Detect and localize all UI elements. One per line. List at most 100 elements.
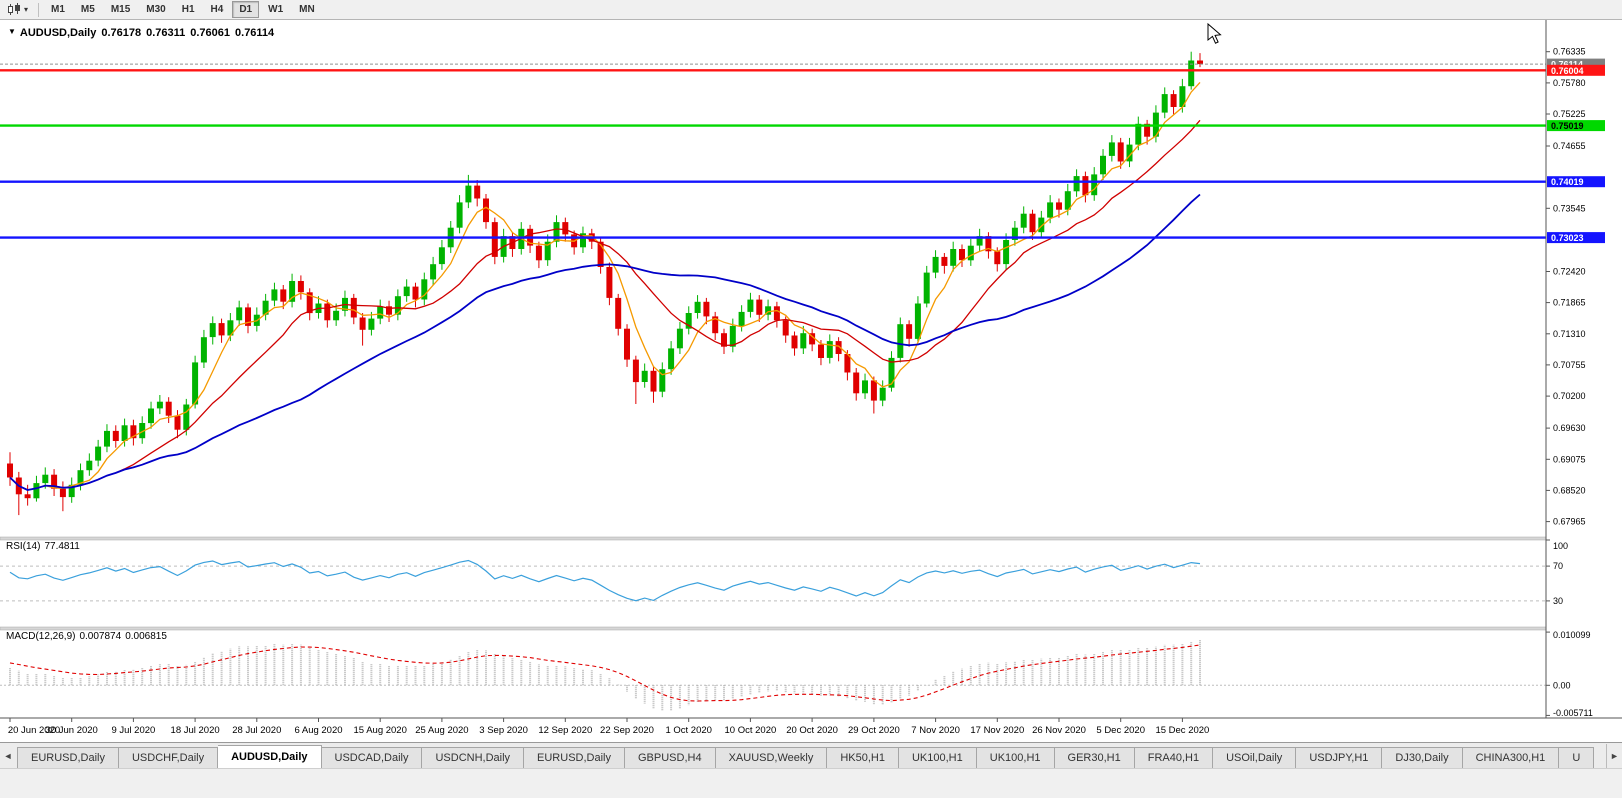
chart-tab-fra40-h1[interactable]: FRA40,H1 bbox=[1134, 747, 1214, 769]
symbol-timeframe-label: AUDUSD,Daily bbox=[19, 27, 97, 39]
candle-up bbox=[879, 387, 886, 401]
chart-tab-hk50-h1[interactable]: HK50,H1 bbox=[827, 747, 899, 769]
date-label: 29 Oct 2020 bbox=[848, 725, 900, 736]
price-axis[interactable] bbox=[1546, 20, 1622, 718]
candle-down bbox=[59, 488, 66, 498]
price-badge-label: 0.73023 bbox=[1551, 233, 1584, 243]
price-badge-support-line bbox=[1547, 176, 1605, 188]
candle-up bbox=[192, 362, 199, 405]
date-label: 12 Sep 2020 bbox=[538, 725, 592, 736]
chart-selector-button[interactable]: ▾ bbox=[4, 2, 31, 17]
candle-down bbox=[615, 297, 622, 329]
date-label: 22 Sep 2020 bbox=[600, 725, 654, 736]
timeframe-button-m15[interactable]: M15 bbox=[110, 4, 131, 15]
candle-up bbox=[1091, 174, 1098, 196]
chart-canvas[interactable]: 0.76335 0.75780 0.75225 0.74655 0.73545 0.724… bbox=[0, 20, 1622, 742]
candle-down bbox=[721, 333, 727, 347]
timeframe-button-m30[interactable]: M30 bbox=[146, 4, 166, 15]
price-tick-label: 0.71310 bbox=[1553, 329, 1586, 339]
candle-up bbox=[676, 328, 683, 349]
candle-up bbox=[1108, 142, 1115, 156]
candle-down bbox=[712, 316, 719, 334]
chart-tab-dj30-daily[interactable]: DJ30,Daily bbox=[1382, 747, 1463, 769]
timeframe-button-d1[interactable]: D1 bbox=[232, 1, 260, 18]
ma-fast-line bbox=[9, 81, 1201, 491]
candle-up bbox=[1020, 213, 1027, 228]
chart-tab-gbpusd-h4[interactable]: GBPUSD,H4 bbox=[625, 747, 716, 769]
price-badge-resistance-line bbox=[1547, 64, 1605, 76]
candle-up bbox=[765, 306, 772, 315]
rsi-tick-label: 100 bbox=[1553, 541, 1568, 551]
candle-up bbox=[209, 323, 216, 338]
candle-down bbox=[174, 415, 181, 430]
chart-tabs: EURUSD,Daily USDCHF,Daily AUDUSD,Daily USDC… bbox=[17, 745, 1605, 769]
candle-up bbox=[33, 483, 40, 499]
timeframe-button-mn[interactable]: MN bbox=[299, 4, 315, 15]
candle-up bbox=[77, 470, 84, 485]
candle-up bbox=[826, 341, 833, 358]
pane-separator[interactable] bbox=[0, 536, 1622, 541]
candle-down bbox=[756, 299, 763, 315]
candle-down bbox=[474, 185, 481, 199]
candle-down bbox=[809, 333, 816, 345]
candle-down bbox=[782, 320, 789, 336]
timeframe-button-h4[interactable]: H4 bbox=[210, 4, 224, 15]
chart-tab-eurusd-daily[interactable]: EURUSD,Daily bbox=[17, 747, 119, 769]
candle-up bbox=[183, 404, 190, 430]
rsi-line bbox=[9, 559, 1201, 602]
chart-tab-usdcnh-daily[interactable]: USDCNH,Daily bbox=[422, 747, 525, 769]
chart-tab-usdjpy-h1[interactable]: USDJPY,H1 bbox=[1296, 747, 1383, 769]
pane-separator[interactable] bbox=[0, 626, 1622, 631]
candle-up bbox=[967, 245, 974, 261]
candle-up bbox=[580, 233, 586, 248]
toolbar-separator bbox=[38, 2, 40, 17]
candle-up bbox=[694, 301, 701, 313]
date-label: 6 Aug 2020 bbox=[294, 725, 342, 736]
candle-up bbox=[368, 318, 375, 330]
date-label: 9 Jul 2020 bbox=[111, 725, 155, 736]
price-tick-label: 0.68520 bbox=[1553, 485, 1586, 495]
chart-tab-eurusd-daily[interactable]: EURUSD,Daily bbox=[524, 747, 625, 769]
price-tick-label: 0.74655 bbox=[1553, 141, 1586, 151]
timeframe-button-m1[interactable]: M1 bbox=[51, 4, 65, 15]
ma-slow-line bbox=[9, 193, 1201, 491]
macd-main-value: 0.007874 bbox=[79, 631, 122, 642]
timeframe-button-m5[interactable]: M5 bbox=[80, 4, 95, 15]
timeframe-button-w1[interactable]: W1 bbox=[268, 4, 284, 15]
time-axis[interactable] bbox=[0, 718, 1622, 742]
tab-scroll-left-button[interactable]: ◄ bbox=[3, 751, 13, 761]
chart-tab-uk100-h1[interactable]: UK100,H1 bbox=[898, 747, 977, 769]
chart-tab-xauusd-weekly[interactable]: XAUUSD,Weekly bbox=[715, 747, 828, 769]
timeframe-button-h1[interactable]: H1 bbox=[181, 4, 195, 15]
candle-down bbox=[959, 249, 965, 261]
chart-tab-audusd-daily[interactable]: AUDUSD,Daily bbox=[218, 745, 322, 769]
candle-down bbox=[24, 494, 31, 499]
chart-tab-china300-h1[interactable]: CHINA300,H1 bbox=[1462, 747, 1560, 769]
candle-down bbox=[386, 306, 392, 315]
price-tick-label: 0.67965 bbox=[1553, 517, 1586, 527]
candle-up bbox=[553, 222, 560, 242]
candle-down bbox=[844, 354, 851, 373]
chart-tab-usdcad-daily[interactable]: USDCAD,Daily bbox=[321, 747, 423, 769]
candle-up bbox=[641, 370, 648, 382]
macd-tick-label: 0.010099 bbox=[1553, 630, 1591, 640]
chart-tab-bar: ◄ EURUSD,Daily USDCHF,Daily AUDUSD,Daily US… bbox=[0, 742, 1622, 769]
chart-background bbox=[0, 20, 1622, 742]
price-badge-label: 0.76004 bbox=[1551, 66, 1584, 76]
chart-tab-uk100-h1[interactable]: UK100,H1 bbox=[976, 747, 1055, 769]
candle-up bbox=[200, 337, 207, 363]
candle-down bbox=[703, 301, 710, 317]
date-label: 30 Jun 2020 bbox=[46, 725, 98, 736]
candle-down bbox=[245, 307, 251, 326]
chart-title: ▼ AUDUSD,Daily 0.76178 0.76311 0.76061 0.7611… bbox=[8, 27, 274, 39]
tab-scroll-right-button[interactable]: ► bbox=[1606, 744, 1622, 768]
chart-tab-usoil-daily[interactable]: USOil,Daily bbox=[1213, 747, 1297, 769]
candle-down bbox=[818, 344, 824, 358]
candle-up bbox=[236, 307, 243, 321]
collapse-triangle-icon: ▼ bbox=[8, 27, 16, 36]
chart-tab-ger30-h1[interactable]: GER30,H1 bbox=[1054, 747, 1135, 769]
candle-down bbox=[1197, 60, 1203, 65]
chart-tab-usdchf-daily[interactable]: USDCHF,Daily bbox=[118, 747, 219, 769]
candle-down bbox=[535, 245, 542, 261]
chart-tab-u[interactable]: U bbox=[1559, 747, 1595, 769]
